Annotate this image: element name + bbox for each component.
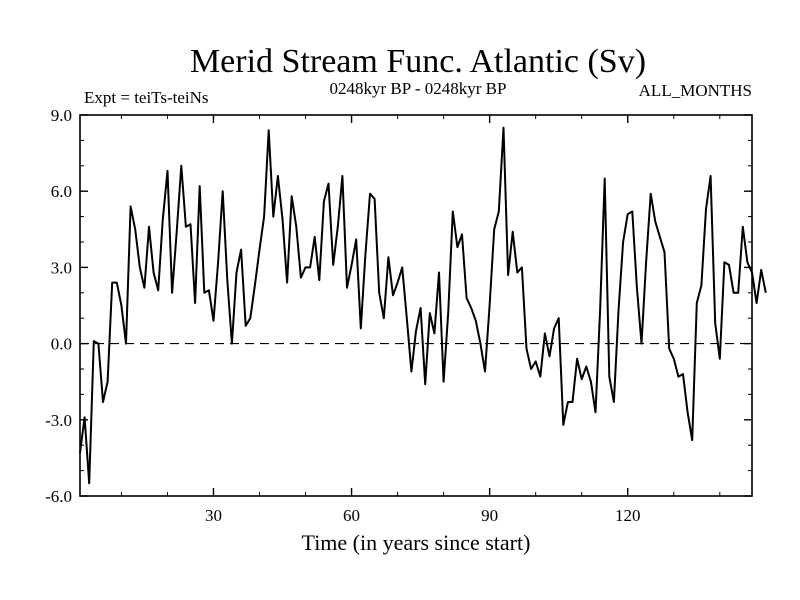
y-tick-label: 6.0 [51, 182, 72, 201]
chart-subtitle-right: ALL_MONTHS [639, 81, 752, 100]
x-tick-label: 120 [615, 506, 641, 525]
y-tick-label: -3.0 [45, 411, 72, 430]
x-axis-label: Time (in years since start) [302, 530, 531, 555]
chart-title: Merid Stream Func. Atlantic (Sv) [190, 43, 646, 80]
series-layer [79, 126, 767, 485]
y-tick-label: 9.0 [51, 106, 72, 125]
chart-subtitle-left: Expt = teiTs-teiNs [84, 88, 209, 107]
x-tick-label: 90 [481, 506, 498, 525]
y-tick-label: -6.0 [45, 487, 72, 506]
series-line [79, 126, 767, 485]
chart-subtitle-center: 0248kyr BP - 0248kyr BP [330, 79, 507, 98]
plot-frame [79, 114, 753, 497]
y-tick-label: 0.0 [51, 335, 72, 354]
x-tick-label: 60 [343, 506, 360, 525]
x-tick-label: 30 [205, 506, 222, 525]
y-tick-label: 3.0 [51, 258, 72, 277]
ticks-layer: -6.0 -3.0 0.0 3.0 6.0 9.0 30 60 90 120 [45, 106, 752, 525]
